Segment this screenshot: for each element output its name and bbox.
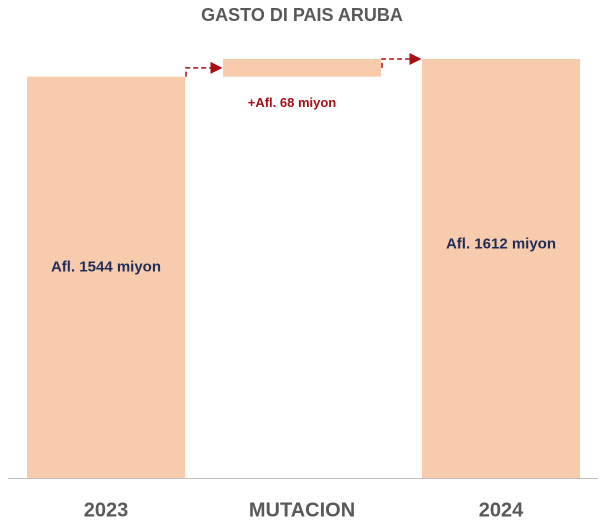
connector xyxy=(381,53,422,68)
x-tick-label: 2023 xyxy=(84,499,129,521)
chart-title: GASTO DI PAIS ARUBA xyxy=(201,5,403,25)
data-label: Afl. 1612 miyon xyxy=(446,235,556,252)
x-tick-label: 2024 xyxy=(479,499,524,521)
x-tick-label: MUTACION xyxy=(249,499,355,521)
connector xyxy=(185,61,223,77)
change-bar xyxy=(223,59,381,77)
total-bar xyxy=(27,76,185,479)
total-bar xyxy=(422,59,580,478)
data-label: +Afl. 68 miyon xyxy=(248,95,337,110)
data-label: Afl. 1544 miyon xyxy=(51,258,161,275)
